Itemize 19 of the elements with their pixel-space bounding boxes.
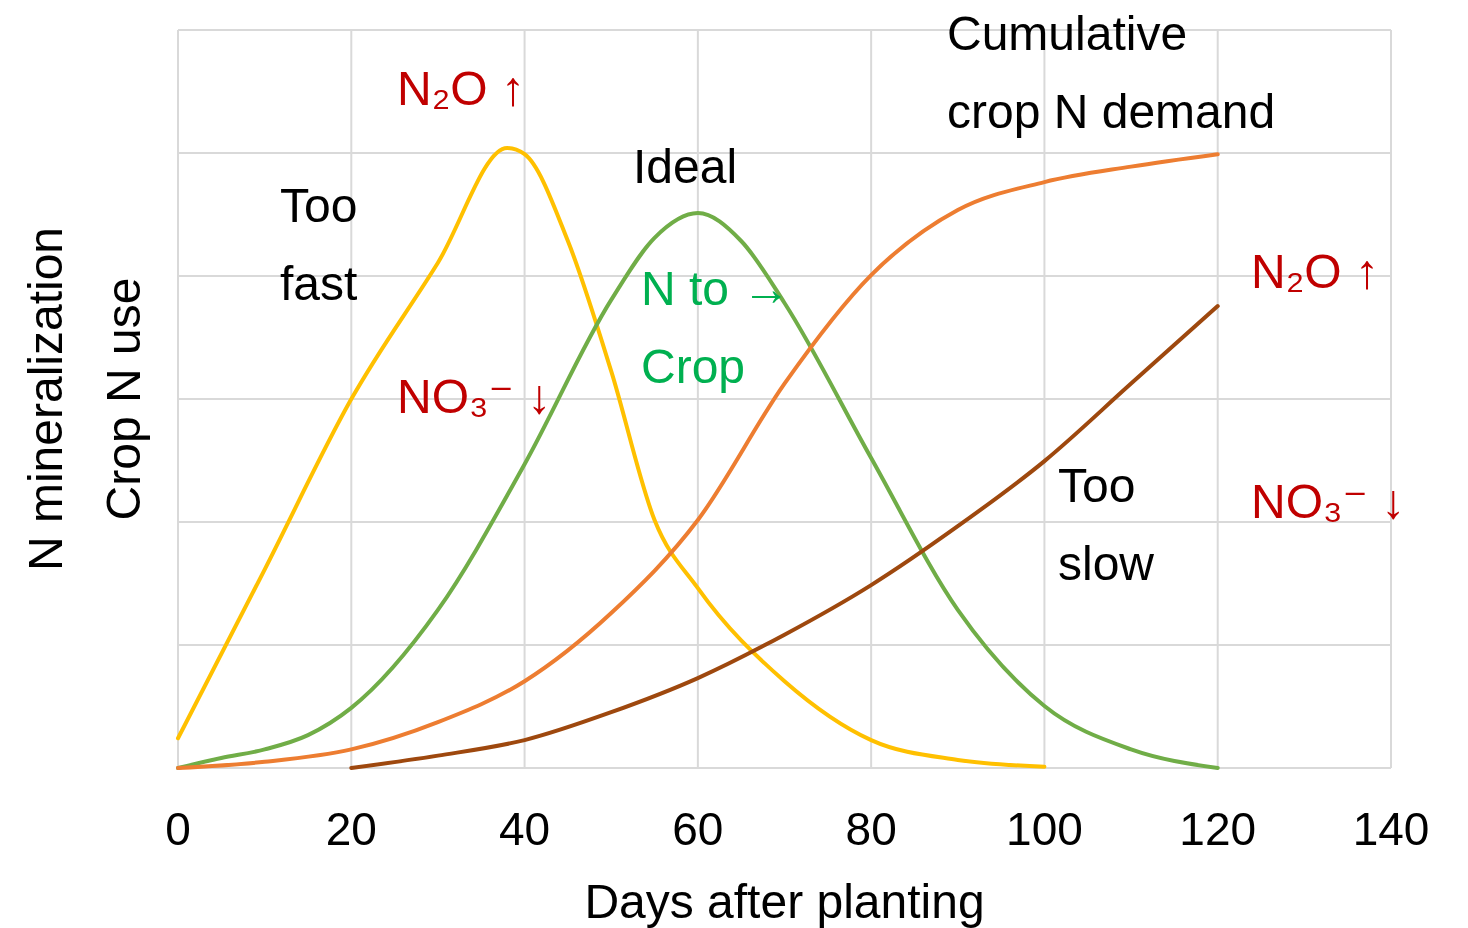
annotation: N₂O ↑: [1251, 245, 1379, 298]
x-tick-label: 80: [845, 803, 897, 855]
annotation: Ideal: [633, 140, 738, 193]
text: Cumulative crop N demand: [947, 7, 1276, 138]
x-tick-label: 20: [325, 803, 377, 855]
x-tick-label: 120: [1179, 803, 1257, 855]
annotation: Too slow: [1058, 459, 1155, 590]
annotation: NO₃⁻ ↓: [1251, 475, 1406, 528]
annotation: Too fast: [280, 179, 358, 310]
y-axis-title: N mineralization Crop N use: [19, 226, 150, 572]
annotation: N to → Crop: [641, 262, 791, 393]
x-tick-label: 40: [498, 803, 551, 855]
x-axis-title: Days after planting: [584, 875, 985, 928]
x-tick-label: 100: [1006, 803, 1083, 855]
text: N₂O ↑: [397, 62, 525, 115]
x-tick-label: 0: [165, 803, 191, 855]
x-tick-label: 60: [672, 803, 724, 855]
annotation: NO₃⁻ ↓: [397, 370, 552, 423]
x-tick-label: 140: [1352, 803, 1430, 855]
